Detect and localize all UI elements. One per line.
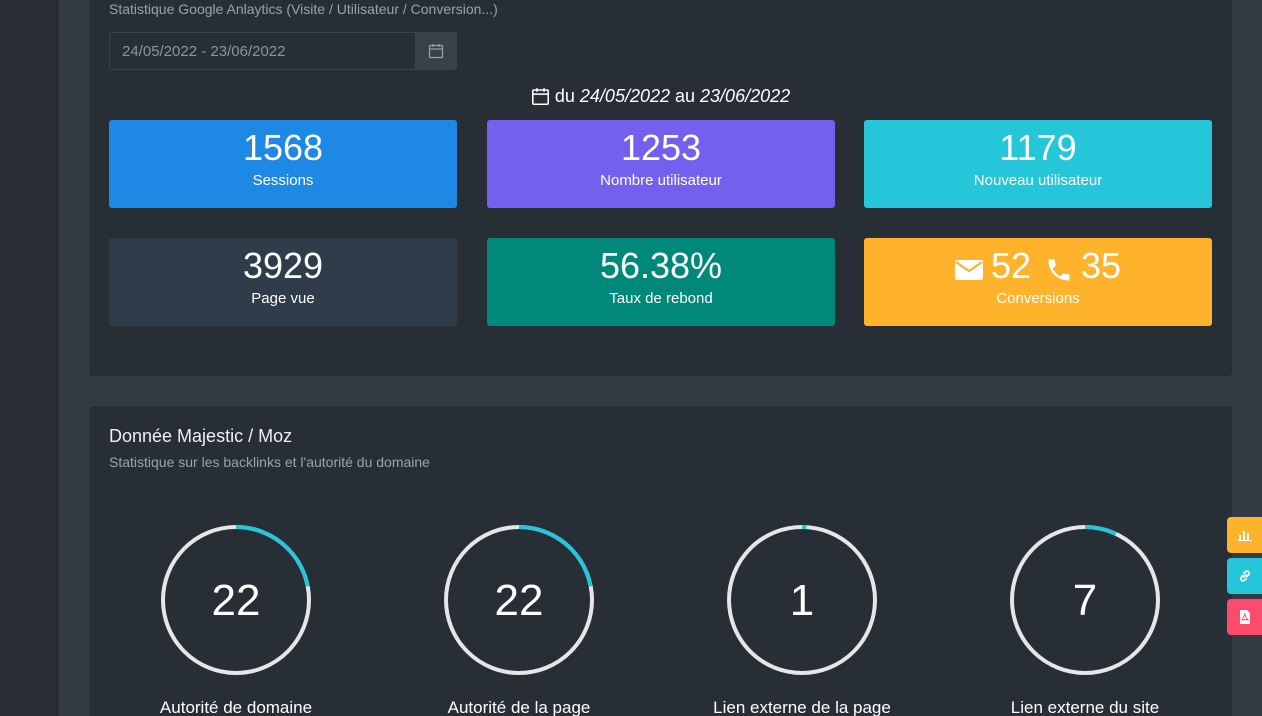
calendar-icon: [428, 44, 444, 59]
analytics-subtitle: Statistique Google Anlaytics (Visite / U…: [109, 1, 498, 17]
stat-value: 3929: [242, 245, 324, 286]
gauge-value: 22: [212, 576, 261, 625]
gauge-fill: [161, 525, 311, 675]
stat-label: Nombre utilisateur: [600, 172, 722, 189]
sidebar-edge: [0, 0, 59, 716]
moz-title: Donnée Majestic / Moz: [109, 426, 293, 446]
conversions-row: 52 35: [864, 246, 1212, 286]
stat-label: Conversions: [996, 290, 1080, 307]
phone-icon: [1048, 259, 1070, 281]
analytics-card: Statistique Google Anlaytics (Visite / U…: [89, 0, 1232, 376]
gauge-page-external-links: 1 Lien externe de la page: [712, 524, 892, 716]
gauge-fill: [1010, 525, 1160, 675]
stat-label: Sessions: [252, 172, 314, 189]
envelope-icon: [954, 260, 983, 280]
date-range-picker: [109, 32, 457, 70]
gauge-label: Lien externe de la page: [713, 698, 891, 716]
stat-value: 56.38%: [599, 245, 723, 286]
gauge-label: Lien externe du site: [1010, 698, 1160, 716]
date-range-input[interactable]: [109, 32, 415, 70]
pdf-file-icon: [1239, 610, 1250, 624]
stat-new-users: 1179 Nouveau utilisateur: [864, 120, 1212, 208]
stat-label: Page vue: [251, 290, 315, 307]
stat-users: 1253 Nombre utilisateur: [487, 120, 835, 208]
phone-conversions: 35: [1081, 245, 1122, 286]
stat-bounce-rate: 56.38% Taux de rebond: [487, 238, 835, 326]
range-end: 23/06/2022: [700, 86, 791, 106]
stat-label: Taux de rebond: [609, 290, 713, 307]
gauge-site-external-links: 7 Lien externe du site: [995, 524, 1175, 716]
stat-sessions: 1568 Sessions: [109, 120, 457, 208]
calendar-button[interactable]: [415, 32, 457, 70]
gauge-fill: [444, 525, 594, 675]
stat-value: 1568: [242, 127, 324, 168]
floating-action-tabs: [1227, 517, 1262, 640]
bar-chart-icon: [1237, 531, 1252, 541]
link-icon: [1239, 570, 1250, 582]
range-start: 24/05/2022: [579, 86, 670, 106]
gauge-ring: 22: [444, 525, 594, 675]
stat-value: 1179: [999, 127, 1077, 168]
stat-page-views: 3929 Page vue: [109, 238, 457, 326]
gauge-page-authority: 22 Autorité de la page: [429, 524, 609, 716]
gauge-ring: 7: [1010, 525, 1160, 675]
moz-subtitle: Statistique sur les backlinks et l'autor…: [109, 454, 430, 470]
gauge-label: Autorité de domaine: [159, 698, 313, 716]
range-mid: au: [675, 86, 696, 106]
stat-conversions: 52 35 Conversions: [864, 238, 1212, 326]
selected-range-line: du 24/05/2022 au 23/06/2022: [89, 86, 1232, 107]
pdf-export-button[interactable]: [1227, 599, 1262, 635]
calendar-icon: [531, 88, 549, 105]
gauge-ring: 22: [161, 525, 311, 675]
gauge-domain-authority: 22 Autorité de domaine: [146, 524, 326, 716]
gauge-value: 7: [1073, 576, 1097, 625]
range-prefix: du: [554, 86, 575, 106]
gauge-ring: 1: [727, 525, 877, 675]
stat-label: Nouveau utilisateur: [973, 172, 1103, 189]
gauge-value: 22: [495, 576, 544, 625]
stats-tab-button[interactable]: [1227, 517, 1262, 553]
moz-card: Donnée Majestic / Moz Statistique sur le…: [89, 406, 1232, 716]
links-tab-button[interactable]: [1227, 558, 1262, 594]
stat-value: 1253: [620, 127, 702, 168]
gauge-label: Autorité de la page: [447, 698, 591, 716]
email-conversions: 52: [990, 245, 1031, 286]
gauge-fill: [727, 525, 877, 675]
gauge-value: 1: [790, 576, 814, 625]
